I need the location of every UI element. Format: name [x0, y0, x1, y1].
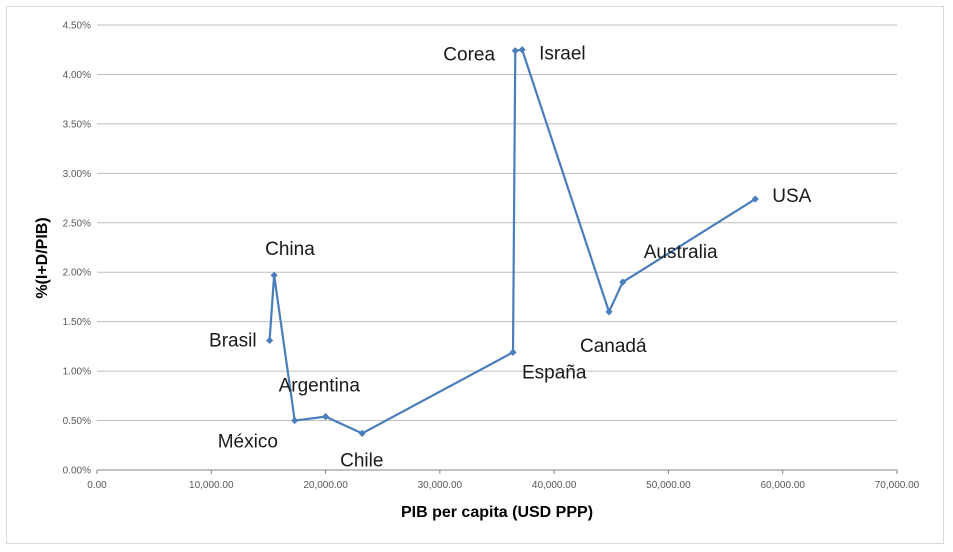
data-point-brasil — [265, 336, 274, 345]
y-tick-label: 2.50% — [63, 218, 91, 229]
x-tick-label: 20,000.00 — [303, 480, 348, 491]
data-point-méxico — [291, 416, 299, 425]
point-label-brasil: Brasil — [209, 330, 257, 351]
y-axis-title: %(I+D/PIB) — [34, 217, 51, 298]
x-tick-labels: 0.00 10,000.00 20,000.00 30,000.00 40,000.00… — [87, 470, 920, 491]
point-label-méxico: México — [218, 432, 278, 453]
y-tick-label: 2.00% — [63, 268, 91, 279]
data-point-canadá — [605, 308, 613, 316]
gridlines — [97, 24, 897, 422]
series-group — [265, 46, 759, 438]
point-label-corea: Corea — [443, 45, 495, 66]
point-label-españa: España — [522, 362, 587, 383]
x-tick-label: 40,000.00 — [532, 480, 577, 491]
point-label-china: China — [265, 239, 315, 260]
point-label-canadá: Canadá — [580, 336, 647, 357]
y-tick-label: 1.50% — [63, 317, 91, 328]
y-tick-labels: 0.00% 0.50% 1.00% 1.50% 2.00% 2.50% 3.00% 3.50%… — [63, 21, 91, 477]
x-tick-label: 0.00 — [87, 480, 107, 491]
data-point-israel — [518, 46, 526, 54]
y-tick-label: 3.50% — [63, 119, 91, 130]
y-tick-label: 0.50% — [63, 416, 91, 427]
point-label-chile: Chile — [340, 450, 383, 471]
chart-frame — [6, 6, 944, 544]
data-point-españa — [509, 348, 517, 356]
y-tick-label: 4.50% — [63, 21, 91, 32]
data-point-australia — [619, 278, 627, 286]
data-point-usa — [751, 195, 759, 203]
data-point-argentina — [321, 413, 330, 421]
point-label-usa: USA — [772, 186, 811, 207]
point-label-argentina: Argentina — [279, 376, 361, 397]
x-axis-title: PIB per capita (USD PPP) — [401, 504, 593, 521]
y-tick-label: 1.00% — [63, 367, 91, 378]
x-tick-label: 70,000.00 — [875, 480, 920, 491]
point-label-israel: Israel — [539, 44, 585, 65]
data-point-china — [270, 271, 278, 279]
x-tick-label: 30,000.00 — [418, 480, 463, 491]
x-tick-label: 60,000.00 — [760, 480, 805, 491]
y-tick-label: 3.00% — [63, 169, 91, 180]
x-tick-label: 10,000.00 — [189, 480, 234, 491]
data-point-chile — [358, 429, 366, 438]
point-labels: Brasil China México Argentina Chile España Cor… — [209, 44, 812, 472]
y-tick-label: 0.00% — [63, 466, 91, 477]
x-tick-label: 50,000.00 — [646, 480, 691, 491]
y-tick-label: 4.00% — [63, 70, 91, 81]
point-label-australia: Australia — [644, 242, 718, 263]
data-point-corea — [511, 47, 519, 55]
